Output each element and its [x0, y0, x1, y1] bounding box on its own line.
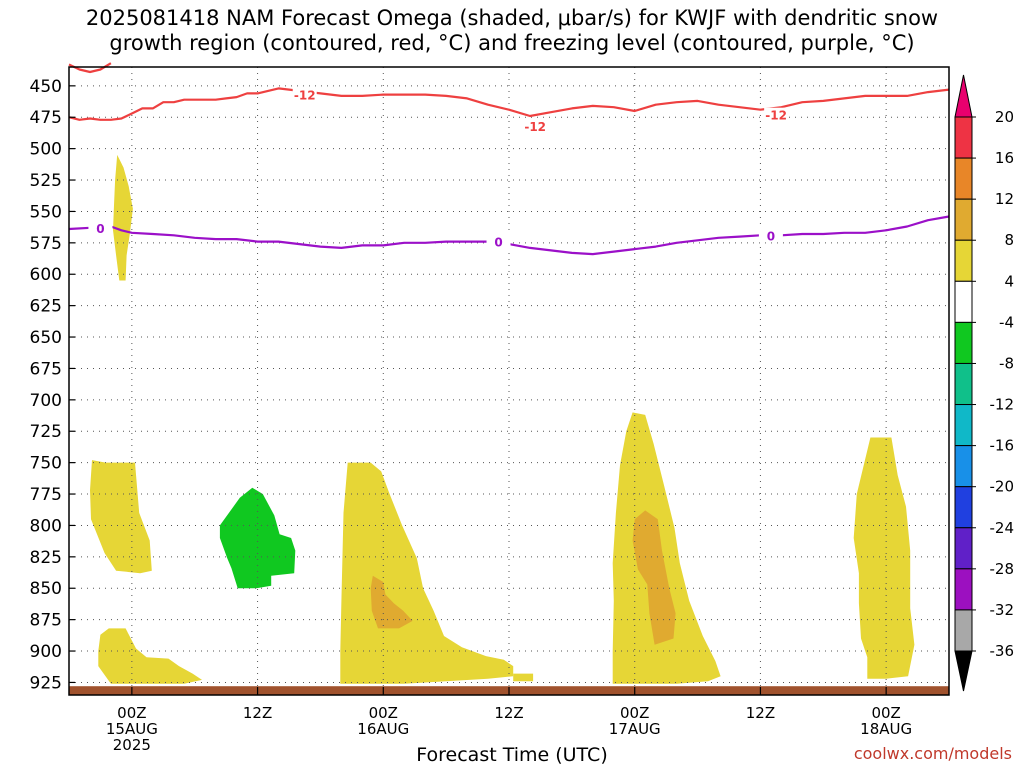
- y-tick-label-825: 825: [30, 548, 62, 568]
- y-tick-label-625: 625: [30, 297, 62, 317]
- credit-text: coolwx.com/models: [853, 744, 1012, 763]
- y-axis: 450 475 500 525 550 575 600 625 650 675 700 725 750 7…: [30, 77, 75, 693]
- omega-region-1: [90, 460, 152, 574]
- colorbar-label-4: 4: [1004, 272, 1014, 290]
- grid-layer: [69, 67, 949, 695]
- omega-region-0: [113, 154, 133, 281]
- x-tick-label-4-0: 00Z: [620, 704, 649, 722]
- contour-layer: -12 -12 -12 0 0 0: [68, 62, 950, 256]
- x-tick-label-2-1: 16AUG: [357, 720, 409, 738]
- x-tick-label-1-0: 12Z: [243, 704, 272, 722]
- y-tick-label-750: 750: [30, 454, 62, 474]
- colorbar-segment-12: [954, 609, 973, 652]
- y-tick-label-725: 725: [30, 422, 62, 442]
- y-tick-label-475: 475: [30, 108, 62, 128]
- colorbar-label-13: -36: [990, 642, 1015, 660]
- colorbar-label-12: -32: [990, 601, 1015, 619]
- colorbar-label-7: -12: [990, 396, 1015, 414]
- chart-title: 2025081418 NAM Forecast Omega (shaded, μ…: [0, 6, 1024, 56]
- y-tick-label-800: 800: [30, 516, 62, 536]
- contour-label-2-1: 0: [494, 236, 502, 250]
- omega-region-6: [513, 673, 534, 682]
- omega-region-2: [98, 628, 202, 684]
- x-tick-label-3-0: 12Z: [494, 704, 523, 722]
- contour-label-bg-0-1: [523, 119, 548, 134]
- x-tick-label-0-2: 2025: [113, 736, 151, 754]
- colorbar-segment-9: [954, 486, 973, 529]
- y-tick-label-525: 525: [30, 171, 62, 191]
- chart-title-line-1: 2025081418 NAM Forecast Omega (shaded, μ…: [85, 6, 939, 30]
- contour-label-2-0: 0: [96, 222, 104, 236]
- contour-label-bg-0-0: [292, 87, 317, 102]
- contour-label-bg-2-0: [88, 220, 113, 235]
- colorbar-segment-11: [954, 568, 973, 611]
- colorbar-segment-8: [954, 445, 973, 488]
- colorbar-segment-0: [954, 116, 973, 159]
- y-tick-label-875: 875: [30, 611, 62, 631]
- colorbar-label-10: -24: [990, 519, 1015, 537]
- contour-label-2-2: 0: [767, 229, 775, 243]
- colorbar-label-9: -20: [990, 478, 1015, 496]
- y-tick-label-575: 575: [30, 234, 62, 254]
- colorbar-label-0: 20: [995, 108, 1014, 126]
- x-axis-title: Forecast Time (UTC): [416, 744, 608, 766]
- colorbar: 20 16 12 8 4 -4 -8 -12 -16 -20 -24 -28 -32 -36: [954, 74, 1015, 692]
- y-tick-label-850: 850: [30, 579, 62, 599]
- colorbar-label-8: -16: [990, 437, 1015, 455]
- omega-region-7: [612, 412, 721, 684]
- colorbar-top-arrow: [954, 74, 973, 118]
- colorbar-segment-3: [954, 239, 973, 282]
- x-tick-label-4-1: 17AUG: [609, 720, 661, 738]
- contour-label-bg-0-2: [764, 107, 789, 122]
- plot-frame: [68, 66, 950, 696]
- y-tick-label-700: 700: [30, 391, 62, 411]
- colorbar-label-6: -8: [999, 354, 1014, 372]
- colorbar-label-5: -4: [999, 313, 1014, 331]
- y-tick-label-675: 675: [30, 359, 62, 379]
- omega-region-8: [632, 510, 676, 645]
- y-tick-label-450: 450: [30, 77, 62, 97]
- x-tick-label-6-1: 18AUG: [860, 720, 912, 738]
- colorbar-segment-1: [954, 157, 973, 200]
- colorbar-segment-2: [954, 198, 973, 241]
- contour-label-0-2: -12: [765, 109, 787, 123]
- colorbar-segment-4: [954, 280, 973, 323]
- contour-label-bg-2-1: [486, 234, 511, 249]
- x-tick-label-2-0: 00Z: [369, 704, 398, 722]
- chart-title-line-2: growth region (contoured, red, °C) and f…: [109, 31, 915, 55]
- colorbar-label-11: -28: [990, 560, 1015, 578]
- contour-label-0-0: -12: [294, 89, 316, 103]
- contour-label-0-1: -12: [524, 120, 546, 134]
- y-tick-label-600: 600: [30, 265, 62, 285]
- y-tick-label-900: 900: [30, 642, 62, 662]
- omega-region-5: [370, 575, 413, 629]
- omega-region-3: [219, 487, 296, 589]
- colorbar-segment-5: [954, 321, 973, 364]
- colorbar-segment-7: [954, 404, 973, 447]
- colorbar-label-3: 8: [1004, 231, 1014, 249]
- omega-region-9: [853, 437, 915, 679]
- colorbar-segment-6: [954, 362, 973, 406]
- omega-shaded-layer: [90, 154, 915, 684]
- x-tick-label-0-1: 15AUG: [106, 720, 158, 738]
- colorbar-label-1: 16: [995, 149, 1014, 167]
- x-tick-label-5-0: 12Z: [746, 704, 775, 722]
- y-tick-label-650: 650: [30, 328, 62, 348]
- colorbar-label-2: 12: [995, 190, 1014, 208]
- colorbar-bottom-arrow: [954, 650, 973, 692]
- colorbar-segment-10: [954, 527, 973, 570]
- omega-region-4: [340, 462, 514, 684]
- contour-label-bg-2-2: [758, 228, 783, 243]
- x-tick-label-0-0: 00Z: [117, 704, 146, 722]
- y-tick-label-925: 925: [30, 673, 62, 693]
- y-tick-label-500: 500: [30, 140, 62, 160]
- x-tick-label-6-0: 00Z: [871, 704, 900, 722]
- y-tick-label-550: 550: [30, 202, 62, 222]
- y-tick-label-775: 775: [30, 485, 62, 505]
